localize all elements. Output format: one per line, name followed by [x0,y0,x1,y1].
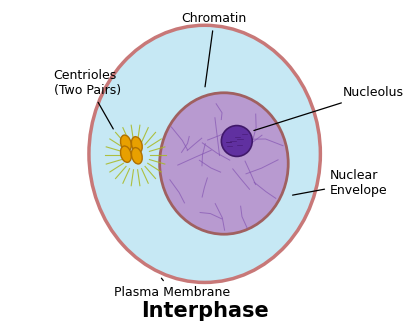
Text: Nucleolus: Nucleolus [254,86,404,130]
Text: Interphase: Interphase [141,301,269,321]
Text: Plasma Membrane: Plasma Membrane [114,278,231,299]
Text: Chromatin: Chromatin [182,12,247,87]
Text: Centrioles
(Two Pairs): Centrioles (Two Pairs) [53,69,121,129]
Text: Nuclear
Envelope: Nuclear Envelope [293,169,388,197]
Ellipse shape [221,126,252,156]
Ellipse shape [160,93,288,234]
Ellipse shape [121,135,131,151]
Ellipse shape [121,146,131,163]
Ellipse shape [131,137,142,153]
Ellipse shape [89,25,320,283]
Ellipse shape [131,147,142,164]
